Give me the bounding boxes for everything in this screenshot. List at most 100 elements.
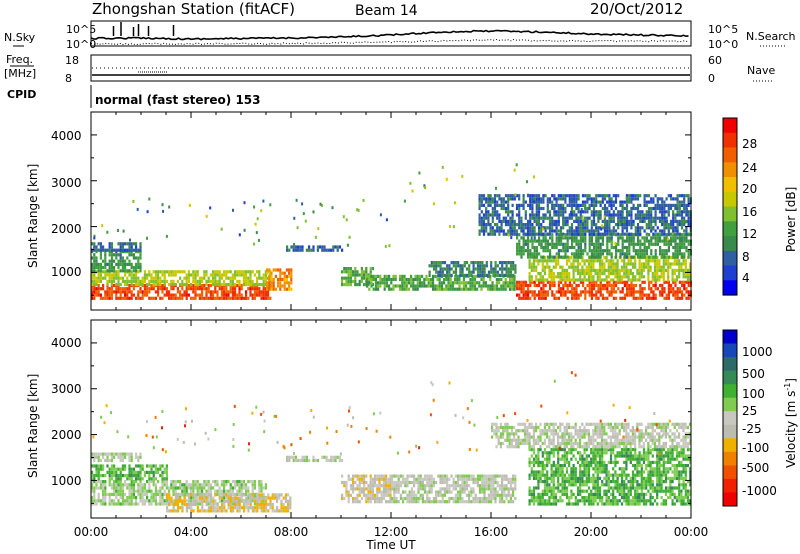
velocity-cell	[463, 500, 466, 504]
power-cell	[388, 284, 391, 288]
power-cell	[518, 213, 521, 217]
power-cell	[527, 239, 530, 243]
velocity-cell	[229, 493, 232, 497]
power-cell	[642, 268, 646, 272]
power-cell	[595, 197, 598, 201]
power-cell	[551, 233, 554, 237]
power-cell	[676, 293, 679, 297]
power-cell	[124, 290, 127, 294]
power-cell	[581, 278, 584, 282]
power-cell	[601, 242, 604, 246]
power-cell	[358, 273, 361, 277]
velocity-cell	[415, 493, 418, 497]
power-cell	[126, 248, 129, 252]
power-cell	[564, 197, 567, 201]
power-cell	[682, 259, 685, 263]
power-cell	[560, 249, 563, 253]
power-cell-sparse	[168, 205, 171, 209]
power-cell-sparse	[238, 233, 241, 237]
power-cell	[500, 287, 503, 291]
power-cell	[559, 229, 563, 233]
power-cell	[434, 274, 437, 278]
power-cell	[606, 242, 609, 246]
velocity-cell	[128, 502, 131, 506]
power-cell	[588, 229, 591, 233]
power-cell	[601, 265, 604, 269]
power-cell	[619, 210, 622, 214]
power-cell	[562, 290, 565, 294]
power-cell	[106, 273, 109, 277]
power-cell	[592, 210, 596, 214]
power-cell	[674, 249, 677, 253]
power-cell	[612, 296, 615, 300]
power-cell	[546, 255, 549, 259]
velocity-cell	[402, 490, 405, 494]
power-cell	[531, 216, 534, 220]
power-cell	[119, 253, 122, 257]
velocity-cell	[181, 509, 184, 513]
power-cell	[492, 273, 495, 277]
power-cell	[623, 283, 626, 288]
velocity-cell	[446, 484, 449, 488]
power-cell	[531, 232, 534, 236]
velocity-cell	[161, 492, 164, 496]
power-cell	[631, 265, 635, 269]
power-cell	[110, 259, 113, 263]
power-cell	[555, 200, 558, 204]
power-cell	[555, 296, 558, 300]
power-cell-sparse	[362, 199, 365, 202]
power-cell	[253, 290, 256, 294]
velocity-cell	[196, 489, 199, 493]
power-cell	[658, 278, 661, 282]
velocity-cell	[152, 477, 155, 481]
power-cell	[614, 197, 618, 201]
power-cell	[507, 197, 510, 201]
velocity-cell	[249, 499, 252, 503]
velocity-cell	[345, 484, 348, 488]
power-cell	[126, 256, 129, 260]
power-cell-sparse	[527, 193, 530, 197]
velocity-cell	[146, 489, 149, 493]
power-cell	[435, 261, 438, 265]
power-cell	[469, 287, 472, 291]
velocity-cell	[251, 483, 254, 487]
velocity-cell	[135, 452, 138, 456]
power-cell	[401, 287, 404, 291]
velocity-cell	[389, 500, 392, 504]
power-cell	[590, 262, 593, 266]
velocity-cell	[196, 492, 199, 496]
power-cell	[401, 281, 404, 285]
power-cell	[537, 278, 540, 282]
velocity-cell	[387, 477, 390, 481]
power-cell	[496, 194, 499, 198]
power-cell	[425, 277, 428, 282]
power-cell	[551, 206, 554, 211]
power-cell	[493, 284, 496, 288]
power-cell	[623, 265, 626, 269]
power-cell-sparse	[575, 218, 578, 222]
power-cell	[106, 269, 109, 273]
power-cell	[661, 252, 664, 256]
power-cell	[561, 265, 564, 269]
power-cell	[641, 255, 644, 259]
velocity-cell	[108, 452, 111, 456]
velocity-cell	[177, 493, 180, 497]
power-cell	[678, 223, 681, 227]
power-cell	[236, 273, 239, 277]
power-cell	[658, 275, 661, 279]
velocity-cell	[402, 496, 405, 501]
freq-tick-top: 18	[65, 54, 79, 67]
power-cell	[632, 219, 635, 223]
power-cell	[579, 216, 582, 220]
power-cell	[478, 197, 481, 201]
power-cell	[527, 293, 530, 297]
power-cell	[577, 216, 580, 220]
power-cell	[143, 270, 146, 274]
power-cell	[639, 245, 642, 250]
velocity-cell	[119, 474, 122, 478]
power-cell	[684, 262, 687, 266]
power-cell	[245, 273, 248, 277]
power-cell	[619, 203, 622, 207]
power-cell	[251, 279, 254, 283]
